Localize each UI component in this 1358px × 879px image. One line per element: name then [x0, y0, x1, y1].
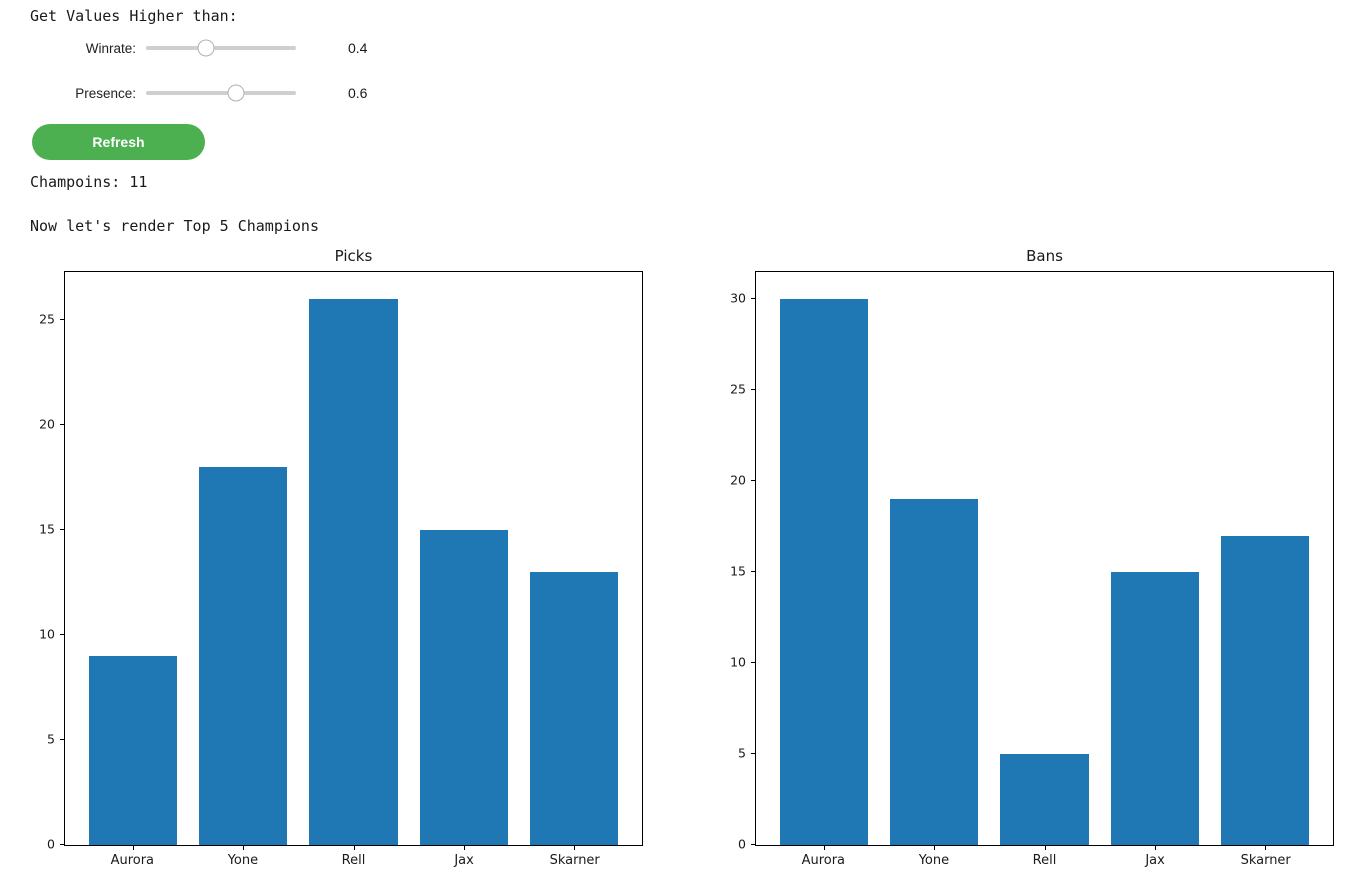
bar-bans-aurora — [780, 299, 869, 845]
x-tick-label-jax: Jax — [1145, 853, 1165, 868]
bans-chart-title: Bans — [1026, 247, 1063, 265]
presence-slider-handle[interactable] — [227, 84, 245, 102]
bar-slot — [409, 272, 519, 850]
presence-slider[interactable] — [146, 84, 296, 102]
x-tick-label-skarner: Skarner — [1240, 853, 1291, 868]
presence-slider-value: 0.6 — [348, 85, 368, 101]
y-tick-label: 15 — [39, 520, 55, 536]
x-tick-label-aurora: Aurora — [801, 853, 846, 868]
bar-slot — [519, 272, 629, 850]
bar-picks-aurora — [89, 656, 178, 845]
bans-x-axis-labels: Aurora Yone Rell Jax Skarner — [755, 853, 1334, 868]
refresh-button[interactable]: Refresh — [32, 124, 205, 160]
y-tick-mark — [751, 662, 755, 664]
winrate-slider-row: Winrate: 0.4 — [30, 34, 1358, 62]
winrate-slider-value: 0.4 — [348, 40, 368, 56]
y-tick-mark — [60, 634, 64, 636]
y-tick-mark — [60, 844, 64, 845]
filter-controls: Get Values Higher than: Winrate: 0.4 Pre… — [30, 6, 1358, 236]
y-tick-label: 25 — [39, 311, 55, 327]
bans-y-axis: 0 5 10 15 20 25 30 — [721, 271, 755, 850]
winrate-slider-label: Winrate: — [85, 40, 136, 56]
bar-picks-rell — [309, 299, 398, 845]
y-tick-label: 0 — [47, 835, 55, 851]
y-tick-label: 0 — [738, 835, 746, 851]
presence-slider-label: Presence: — [75, 85, 136, 101]
bans-plot-area — [751, 271, 1334, 850]
bar-picks-jax — [419, 530, 508, 845]
bar-slot — [78, 272, 188, 850]
bans-chart: Bans 0 5 10 15 20 25 30 Aurora Yone Rell Jax Skarn… — [721, 246, 1334, 868]
y-tick-label: 5 — [47, 730, 55, 746]
y-tick-mark — [751, 844, 755, 845]
x-tick-label-rell: Rell — [341, 853, 366, 868]
picks-x-axis-labels: Aurora Yone Rell Jax Skarner — [64, 853, 643, 868]
render-message-text: Now let's render Top 5 Champions — [30, 217, 319, 235]
picks-chart: Picks 0 5 10 15 20 25 Aurora Yone Rell Jax Skarne… — [30, 246, 643, 868]
bar-bans-jax — [1110, 572, 1199, 845]
y-tick-mark — [751, 753, 755, 755]
picks-chart-title: Picks — [334, 247, 373, 265]
y-tick-mark — [751, 480, 755, 482]
y-tick-label: 10 — [730, 653, 746, 669]
winrate-slider[interactable] — [146, 39, 296, 57]
y-tick-label: 20 — [730, 471, 746, 487]
y-tick-mark — [60, 319, 64, 321]
x-tick-label-yone: Yone — [227, 853, 259, 868]
bar-slot — [1100, 272, 1210, 850]
y-tick-label: 20 — [39, 415, 55, 431]
x-tick-mark — [1044, 846, 1046, 850]
y-tick-mark — [60, 739, 64, 741]
bar-slot — [989, 272, 1099, 850]
champions-count-text: Champoins: 11 — [30, 173, 148, 191]
bar-slot — [188, 272, 298, 850]
picks-y-axis: 0 5 10 15 20 25 — [30, 271, 64, 850]
bar-bans-rell — [1000, 754, 1089, 845]
bar-picks-skarner — [529, 572, 618, 845]
bar-slot — [1210, 272, 1320, 850]
x-tick-label-aurora: Aurora — [110, 853, 155, 868]
bar-bans-yone — [890, 499, 979, 845]
y-tick-label: 15 — [730, 562, 746, 578]
y-tick-label: 10 — [39, 625, 55, 641]
x-tick-mark — [133, 846, 135, 850]
y-tick-mark — [60, 424, 64, 426]
y-tick-mark — [751, 571, 755, 573]
y-tick-mark — [751, 298, 755, 300]
x-tick-label-rell: Rell — [1032, 853, 1057, 868]
bar-slot — [769, 272, 879, 850]
bar-slot — [879, 272, 989, 850]
picks-plot-area — [60, 271, 643, 850]
bar-bans-skarner — [1220, 535, 1309, 845]
x-tick-mark — [243, 846, 245, 850]
x-tick-mark — [573, 846, 575, 850]
x-tick-mark — [824, 846, 826, 850]
x-tick-mark — [1264, 846, 1266, 850]
x-tick-mark — [463, 846, 465, 850]
x-tick-mark — [934, 846, 936, 850]
y-tick-label: 30 — [730, 290, 746, 306]
y-tick-label: 25 — [730, 381, 746, 396]
y-tick-label: 5 — [738, 744, 746, 760]
bar-slot — [298, 272, 408, 850]
bar-picks-yone — [199, 467, 288, 845]
x-tick-label-yone: Yone — [918, 853, 950, 868]
x-tick-label-skarner: Skarner — [549, 853, 600, 868]
x-tick-label-jax: Jax — [454, 853, 474, 868]
charts-row: Picks 0 5 10 15 20 25 Aurora Yone Rell Jax Skarne… — [30, 246, 1358, 868]
x-tick-mark — [1154, 846, 1156, 850]
presence-slider-row: Presence: 0.6 — [30, 79, 1358, 107]
winrate-slider-handle[interactable] — [197, 39, 215, 57]
x-tick-mark — [353, 846, 355, 850]
y-tick-mark — [60, 529, 64, 531]
controls-heading: Get Values Higher than: — [30, 7, 238, 25]
y-tick-mark — [751, 389, 755, 391]
